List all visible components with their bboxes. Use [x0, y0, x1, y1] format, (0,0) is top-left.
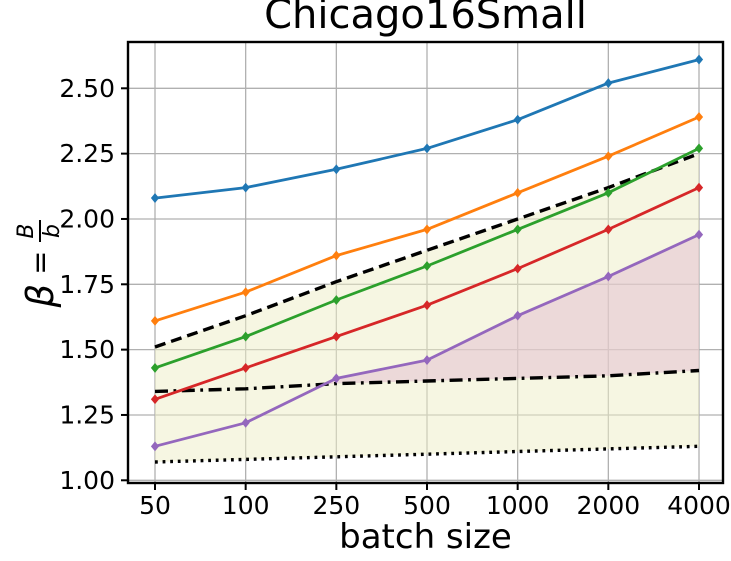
- marker: [513, 187, 522, 198]
- marker: [332, 331, 341, 342]
- marker: [422, 224, 432, 235]
- marker: [604, 271, 613, 282]
- x-tick-label: 100: [222, 491, 270, 520]
- marker: [694, 143, 704, 154]
- marker: [150, 394, 160, 405]
- marker: [604, 151, 613, 162]
- series-blue-line: [150, 54, 704, 203]
- series-dashed-bound: [154, 152, 700, 349]
- marker: [694, 54, 704, 65]
- x-tick-label: 50: [139, 491, 171, 520]
- chart-title: Chicago16Small: [264, 0, 587, 38]
- marker: [604, 224, 613, 235]
- y-tick-labels: 1.00 1.25 1.50 1.75 2.00 2.25 2.50: [59, 74, 115, 495]
- marker: [513, 114, 522, 125]
- marker: [604, 78, 613, 88]
- marker: [150, 315, 160, 326]
- marker: [241, 182, 250, 193]
- marker: [332, 164, 341, 175]
- series-green-line: [150, 143, 704, 373]
- series-red-line: [150, 182, 704, 405]
- series-orange-line: [150, 112, 704, 326]
- equals-sign: =: [22, 250, 57, 275]
- marker: [694, 112, 704, 122]
- marker: [241, 331, 250, 342]
- marker: [332, 373, 341, 384]
- y-axis-label: β = B b: [8, 181, 72, 347]
- y-tick-label: 1.25: [59, 400, 115, 429]
- y-tick-label: 2.50: [59, 74, 115, 103]
- marker: [604, 187, 613, 198]
- marker: [422, 261, 432, 271]
- marker: [332, 250, 341, 261]
- x-tick-label: 4000: [667, 491, 731, 520]
- fill-pink-band: [324, 234, 699, 385]
- marker: [241, 417, 250, 428]
- y-tick-label: 1.00: [59, 466, 115, 495]
- series-dashdot-bound: [154, 368, 700, 394]
- series-purple-line: [150, 229, 704, 452]
- x-tick-label: 250: [312, 491, 360, 520]
- marker: [513, 310, 522, 321]
- plot-border: [126, 40, 725, 485]
- marker: [513, 224, 522, 235]
- marker: [241, 363, 250, 373]
- x-tick-label: 1000: [486, 491, 550, 520]
- marker: [150, 363, 160, 373]
- marker: [694, 229, 704, 240]
- marker: [241, 287, 250, 298]
- marker: [513, 263, 522, 274]
- fraction-numerator: B: [14, 220, 41, 242]
- x-tick-labels: 50 100 250 500 1000 2000 4000: [139, 491, 731, 520]
- y-tick-label: 1.75: [59, 270, 115, 299]
- beta-fraction: B b: [14, 220, 65, 242]
- x-tick-label: 2000: [577, 491, 641, 520]
- marker: [332, 295, 341, 305]
- y-tick-label: 2.25: [59, 139, 115, 168]
- marker: [694, 182, 704, 193]
- marker: [422, 300, 432, 311]
- fraction-denominator: b: [40, 224, 65, 239]
- marker: [150, 441, 160, 452]
- y-tick-label: 1.50: [59, 335, 115, 364]
- marker: [150, 193, 160, 203]
- beta-symbol: β: [18, 283, 62, 308]
- marker: [422, 143, 432, 154]
- x-axis-label: batch size: [339, 517, 512, 557]
- marker: [422, 355, 432, 365]
- x-tick-label: 500: [403, 491, 451, 520]
- y-tick-label: 2.00: [59, 204, 115, 233]
